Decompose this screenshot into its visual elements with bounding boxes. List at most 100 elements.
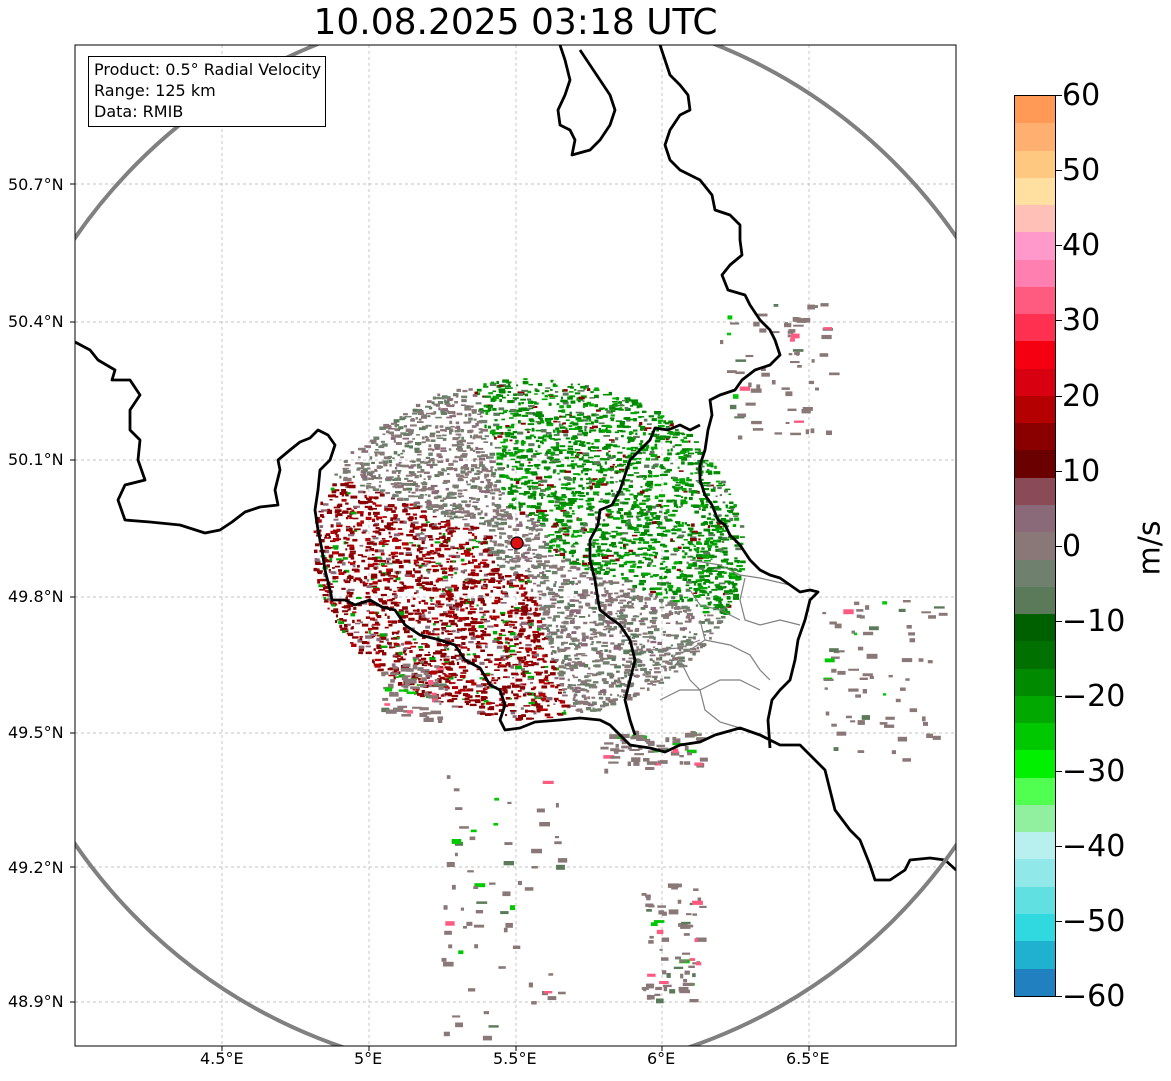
echo-gate xyxy=(503,474,509,478)
echo-gate xyxy=(561,483,568,486)
echo-gate xyxy=(581,643,588,647)
echo-gate xyxy=(462,669,469,672)
echo-gate xyxy=(457,620,463,622)
echo-gate xyxy=(504,649,509,653)
echo-gate xyxy=(567,396,573,400)
echo-gate xyxy=(624,665,632,668)
echo-gate xyxy=(324,534,327,538)
echo-gate xyxy=(646,687,650,691)
echo-gate xyxy=(547,624,553,627)
echo-gate xyxy=(442,588,446,591)
echo-gate xyxy=(554,504,560,507)
echo-gate xyxy=(427,606,435,609)
echo-gate xyxy=(433,411,437,414)
echo-gate xyxy=(392,457,395,459)
echo-gate xyxy=(402,509,408,513)
echo-gate xyxy=(465,607,468,610)
echo-gate xyxy=(699,589,705,593)
echo-gate xyxy=(553,583,557,587)
echo-gate xyxy=(682,640,689,643)
echo-gate xyxy=(567,569,572,572)
echo-gate xyxy=(604,590,609,594)
echo-gate xyxy=(585,548,591,552)
echo-gate xyxy=(604,649,608,652)
echo-gate xyxy=(377,615,382,619)
echo-gate xyxy=(367,501,374,503)
echo-gate xyxy=(670,423,674,427)
echo-gate xyxy=(697,492,701,494)
echo-gate xyxy=(504,594,509,598)
echo-gate xyxy=(632,649,638,651)
echo-gate xyxy=(672,478,678,481)
echo-gate xyxy=(361,641,368,645)
echo-gate xyxy=(592,478,598,480)
echo-gate xyxy=(672,445,676,448)
echo-gate xyxy=(445,541,448,544)
echo-gate xyxy=(426,676,430,679)
echo-gate xyxy=(589,509,594,512)
echo-gate xyxy=(556,430,562,433)
echo-gate xyxy=(641,448,647,452)
echo-gate xyxy=(385,526,391,529)
echo-gate xyxy=(694,510,699,514)
echo-gate xyxy=(681,605,688,609)
echo-gate xyxy=(476,392,481,396)
echo-gate xyxy=(443,514,447,517)
echo-gate xyxy=(683,436,688,440)
echo-gate xyxy=(619,564,625,568)
echo-gate xyxy=(537,444,541,449)
echo-gate xyxy=(534,607,538,611)
echo-gate xyxy=(677,466,680,469)
echo-gate xyxy=(651,621,656,625)
echo-gate xyxy=(566,663,572,666)
echo-gate xyxy=(374,664,381,668)
echo-gate xyxy=(603,692,606,696)
echo-gate xyxy=(552,668,557,671)
echo-gate xyxy=(707,528,711,533)
echo-gate xyxy=(376,527,380,529)
echo-gate xyxy=(529,580,532,584)
echo-gate xyxy=(466,512,474,516)
echo-gate xyxy=(414,612,421,615)
echo-gate xyxy=(646,672,649,676)
echo-gate xyxy=(629,437,636,440)
echo-gate xyxy=(522,693,527,697)
echo-gate xyxy=(638,451,643,455)
echo-gate xyxy=(527,458,533,461)
echo-gate xyxy=(460,608,465,612)
echo-gate xyxy=(430,543,434,547)
echo-gate xyxy=(455,624,458,627)
echo-gate xyxy=(368,601,371,605)
echo-gate xyxy=(528,418,534,421)
echo-gate xyxy=(417,693,424,696)
echo-gate xyxy=(439,619,443,622)
echo-gate xyxy=(719,601,722,605)
echo-gate xyxy=(687,462,693,466)
echo-gate xyxy=(380,563,385,567)
echo-gate xyxy=(494,534,497,537)
echo-gate xyxy=(502,685,507,690)
echo-gate xyxy=(424,461,428,465)
echo-gate xyxy=(476,621,483,624)
echo-gate xyxy=(607,447,611,449)
echo-gate xyxy=(537,658,545,661)
echo-gate xyxy=(407,599,411,603)
echo-gate xyxy=(621,572,624,576)
echo-gate xyxy=(578,642,583,645)
echo-gate xyxy=(521,668,525,672)
echo-gate xyxy=(634,531,641,534)
echo-gate xyxy=(577,534,583,537)
echo-gate xyxy=(510,665,515,669)
echo-gate xyxy=(463,693,469,697)
echo-gate xyxy=(709,505,713,509)
echo-gate xyxy=(642,451,646,454)
echo-gate xyxy=(590,559,594,563)
echo-gate xyxy=(392,593,397,596)
echo-gate xyxy=(357,467,364,470)
echo-gate xyxy=(490,397,494,400)
echo-gate xyxy=(609,582,614,585)
echo-gate xyxy=(719,610,723,614)
echo-gate xyxy=(430,484,438,487)
echo-gate xyxy=(602,458,610,461)
echo-gate xyxy=(574,599,580,602)
